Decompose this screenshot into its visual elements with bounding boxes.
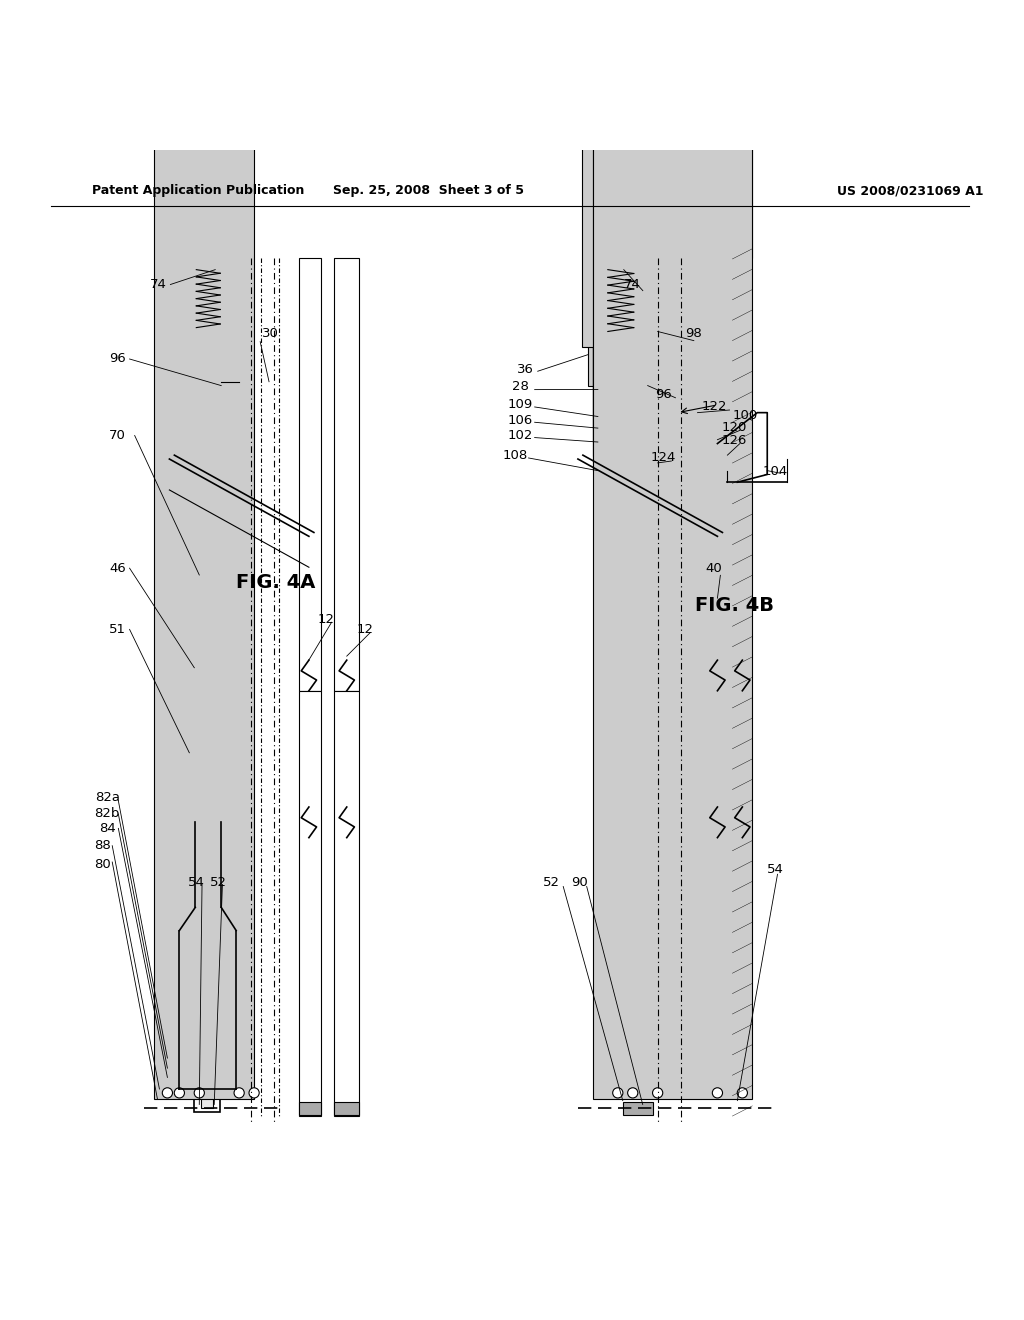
Text: 100: 100 xyxy=(732,409,758,421)
Bar xyxy=(630,203,651,347)
Text: 74: 74 xyxy=(150,279,167,290)
Bar xyxy=(299,1102,321,1114)
Circle shape xyxy=(612,256,629,272)
Bar xyxy=(299,690,321,1117)
Circle shape xyxy=(162,1088,172,1098)
Text: 88: 88 xyxy=(93,840,111,853)
Bar xyxy=(609,327,621,1093)
Text: 52: 52 xyxy=(210,876,227,888)
Bar xyxy=(593,0,652,442)
Bar xyxy=(608,269,634,331)
Text: 74: 74 xyxy=(625,279,641,290)
Bar xyxy=(582,0,602,347)
Text: 12: 12 xyxy=(356,623,374,636)
Circle shape xyxy=(652,1088,663,1098)
Circle shape xyxy=(234,1088,245,1098)
Text: 96: 96 xyxy=(655,388,672,401)
Text: 54: 54 xyxy=(187,876,205,888)
Bar xyxy=(201,327,212,1093)
Circle shape xyxy=(628,1088,638,1098)
Circle shape xyxy=(737,1088,748,1098)
Bar xyxy=(623,1102,652,1114)
Text: 84: 84 xyxy=(98,822,116,834)
Bar xyxy=(593,96,753,1100)
Text: 12: 12 xyxy=(318,612,335,626)
Text: FIG. 4B: FIG. 4B xyxy=(695,597,774,615)
Circle shape xyxy=(195,1088,205,1098)
Text: 109: 109 xyxy=(508,399,534,412)
Text: 30: 30 xyxy=(262,327,279,341)
Text: 51: 51 xyxy=(109,623,126,636)
Circle shape xyxy=(687,432,708,453)
Text: 90: 90 xyxy=(571,876,588,888)
Text: 36: 36 xyxy=(517,363,534,376)
Text: 80: 80 xyxy=(93,858,111,871)
Bar xyxy=(195,251,220,1113)
Circle shape xyxy=(713,1088,723,1098)
Bar xyxy=(588,0,668,385)
Text: Patent Application Publication: Patent Application Publication xyxy=(92,183,304,197)
Bar xyxy=(604,327,630,1093)
Text: US 2008/0231069 A1: US 2008/0231069 A1 xyxy=(837,183,983,197)
Text: 108: 108 xyxy=(503,449,528,462)
Bar xyxy=(334,690,358,1117)
Text: 82b: 82b xyxy=(94,807,120,820)
Bar xyxy=(299,257,321,690)
Bar xyxy=(334,257,358,690)
Text: 54: 54 xyxy=(767,863,784,875)
Bar xyxy=(202,255,213,1109)
Circle shape xyxy=(200,256,216,272)
Text: 70: 70 xyxy=(109,429,126,442)
Bar xyxy=(708,0,727,257)
Text: 28: 28 xyxy=(512,380,528,393)
Text: 96: 96 xyxy=(109,352,126,366)
Text: 40: 40 xyxy=(706,562,723,574)
Text: 126: 126 xyxy=(722,434,748,447)
Text: Sep. 25, 2008  Sheet 3 of 5: Sep. 25, 2008 Sheet 3 of 5 xyxy=(333,183,524,197)
Text: 124: 124 xyxy=(650,451,676,465)
Text: FIG. 4A: FIG. 4A xyxy=(236,573,315,593)
Text: 106: 106 xyxy=(508,413,534,426)
Bar xyxy=(593,0,652,455)
Text: 52: 52 xyxy=(543,876,559,888)
Text: 46: 46 xyxy=(109,562,126,574)
Bar xyxy=(196,269,221,327)
Text: 82a: 82a xyxy=(94,791,120,804)
Circle shape xyxy=(174,1088,184,1098)
Bar xyxy=(155,94,254,1100)
Bar xyxy=(221,374,240,389)
Text: 98: 98 xyxy=(685,327,702,341)
Circle shape xyxy=(249,1088,259,1098)
Text: 122: 122 xyxy=(701,400,727,413)
Bar xyxy=(630,364,648,380)
Bar xyxy=(593,0,652,471)
Circle shape xyxy=(612,1088,623,1098)
Text: 120: 120 xyxy=(722,421,748,434)
Text: 104: 104 xyxy=(763,465,788,478)
Bar xyxy=(732,0,753,257)
Bar xyxy=(196,327,221,1093)
Text: 102: 102 xyxy=(508,429,534,442)
Bar xyxy=(593,0,652,428)
Bar xyxy=(334,1102,358,1114)
